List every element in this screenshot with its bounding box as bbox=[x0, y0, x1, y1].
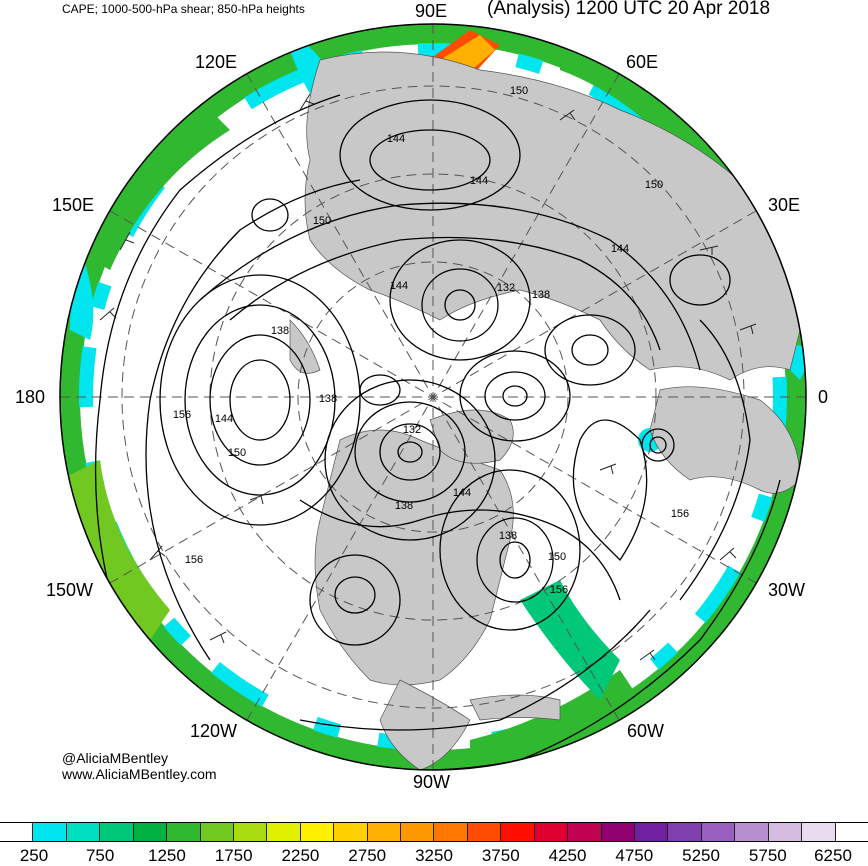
colorbar-swatch bbox=[434, 823, 468, 841]
contour-label: 144 bbox=[470, 175, 488, 187]
contour-label: 150 bbox=[510, 85, 528, 97]
wind-barbs bbox=[99, 93, 757, 661]
colorbar-label: 5750 bbox=[748, 846, 787, 865]
colorbar-swatch bbox=[100, 823, 134, 841]
colorbar-swatch bbox=[233, 823, 268, 841]
colorbar-label: 4750 bbox=[615, 846, 654, 865]
contour-label: 144 bbox=[387, 133, 405, 145]
contour-label: 132 bbox=[403, 424, 421, 436]
contour-label: 150 bbox=[313, 215, 331, 227]
colorbar-swatch bbox=[367, 823, 402, 841]
contour-label: 156 bbox=[550, 584, 568, 596]
contour-label: 144 bbox=[611, 243, 629, 255]
colorbar-label: 2250 bbox=[281, 846, 320, 865]
height-contours bbox=[94, 94, 781, 770]
colorbar-swatch bbox=[66, 823, 101, 841]
colorbar-swatch bbox=[133, 823, 168, 841]
lon-label-60e: 60E bbox=[626, 52, 659, 72]
colorbar-swatch bbox=[835, 823, 868, 841]
colorbar-swatch bbox=[401, 823, 435, 841]
contour-label: 138 bbox=[532, 289, 550, 301]
colorbar-label: 3750 bbox=[481, 846, 520, 865]
colorbar-swatch bbox=[635, 823, 669, 841]
graticule bbox=[60, 24, 806, 770]
lon-label-90w: 90W bbox=[413, 772, 451, 792]
colorbar-label: 750 bbox=[85, 846, 115, 865]
contour-label: 144 bbox=[215, 413, 233, 425]
colorbar-label: 1250 bbox=[148, 846, 186, 865]
contour-labels: 150 144 144 150 150 144 144 132 138 138 … bbox=[173, 85, 689, 596]
colorbar-swatch bbox=[735, 823, 769, 841]
map-border bbox=[59, 23, 807, 771]
colorbar-label: 5250 bbox=[682, 846, 720, 865]
colorbar-swatch bbox=[802, 823, 836, 841]
lon-label-30e: 30E bbox=[768, 195, 801, 215]
colorbar-swatch bbox=[300, 823, 335, 841]
contour-label: 144 bbox=[390, 280, 408, 292]
lon-label-150e: 150E bbox=[52, 195, 95, 215]
contour-label: 138 bbox=[271, 325, 289, 337]
colorbar-swatch bbox=[768, 823, 803, 841]
colorbar-label: 6250 bbox=[814, 846, 852, 865]
lon-label-120e: 120E bbox=[195, 52, 238, 72]
colorbar-swatch bbox=[200, 823, 234, 841]
credit-website: www.AliciaMBentley.com bbox=[62, 766, 217, 782]
contour-label: 138 bbox=[319, 393, 337, 405]
map-content bbox=[60, 24, 806, 770]
contour-label: 150 bbox=[228, 447, 246, 459]
contour-label: 156 bbox=[671, 508, 689, 520]
lon-label-60w: 60W bbox=[627, 721, 665, 741]
colorbar-label: 3250 bbox=[415, 846, 453, 865]
colorbar-label: 250 bbox=[19, 846, 49, 865]
colorbar-label: 2750 bbox=[348, 846, 387, 865]
colorbar-swatch bbox=[167, 823, 201, 841]
colorbar-swatch bbox=[0, 823, 34, 841]
cape-colorbar bbox=[0, 822, 868, 842]
lon-label-90e: 90E bbox=[415, 1, 448, 21]
contour-label: 132 bbox=[497, 282, 515, 294]
contour-label: 156 bbox=[185, 554, 203, 566]
lon-label-120w: 120W bbox=[190, 721, 238, 741]
polar-map: 150 144 144 150 150 144 144 132 138 138 … bbox=[59, 23, 807, 771]
colorbar-swatch bbox=[467, 823, 502, 841]
colorbar-label: 4250 bbox=[548, 846, 587, 865]
valid-time-title: (Analysis) 1200 UTC 20 Apr 2018 bbox=[487, 0, 771, 19]
product-title: CAPE; 1000-500-hPa shear; 850-hPa height… bbox=[62, 2, 305, 16]
lon-label-150w: 150W bbox=[46, 580, 94, 600]
colorbar-swatch bbox=[33, 823, 67, 841]
contour-label: 138 bbox=[499, 530, 517, 542]
colorbar-swatch bbox=[534, 823, 569, 841]
land-masses bbox=[289, 51, 801, 770]
contour-label: 156 bbox=[173, 409, 191, 421]
colorbar-label: 1750 bbox=[214, 846, 253, 865]
lon-label-30w: 30W bbox=[768, 580, 806, 600]
lon-label-0: 0 bbox=[818, 387, 829, 407]
contour-label: 138 bbox=[395, 500, 413, 512]
colorbar-swatch bbox=[601, 823, 636, 841]
contour-label: 144 bbox=[453, 487, 471, 499]
colorbar-swatch bbox=[701, 823, 736, 841]
contour-label: 150 bbox=[645, 179, 663, 191]
credit-handle: @AliciaMBentley bbox=[62, 750, 169, 766]
lon-label-180: 180 bbox=[15, 387, 46, 407]
colorbar-swatch bbox=[568, 823, 602, 841]
colorbar-swatch bbox=[668, 823, 702, 841]
contour-label: 150 bbox=[548, 551, 566, 563]
colorbar-swatch bbox=[334, 823, 368, 841]
colorbar-swatch bbox=[267, 823, 301, 841]
colorbar-swatch bbox=[501, 823, 535, 841]
colorbar-labels: 250 750 1250 1750 2250 2750 3250 3750 4250 4750 52… bbox=[0, 846, 868, 866]
